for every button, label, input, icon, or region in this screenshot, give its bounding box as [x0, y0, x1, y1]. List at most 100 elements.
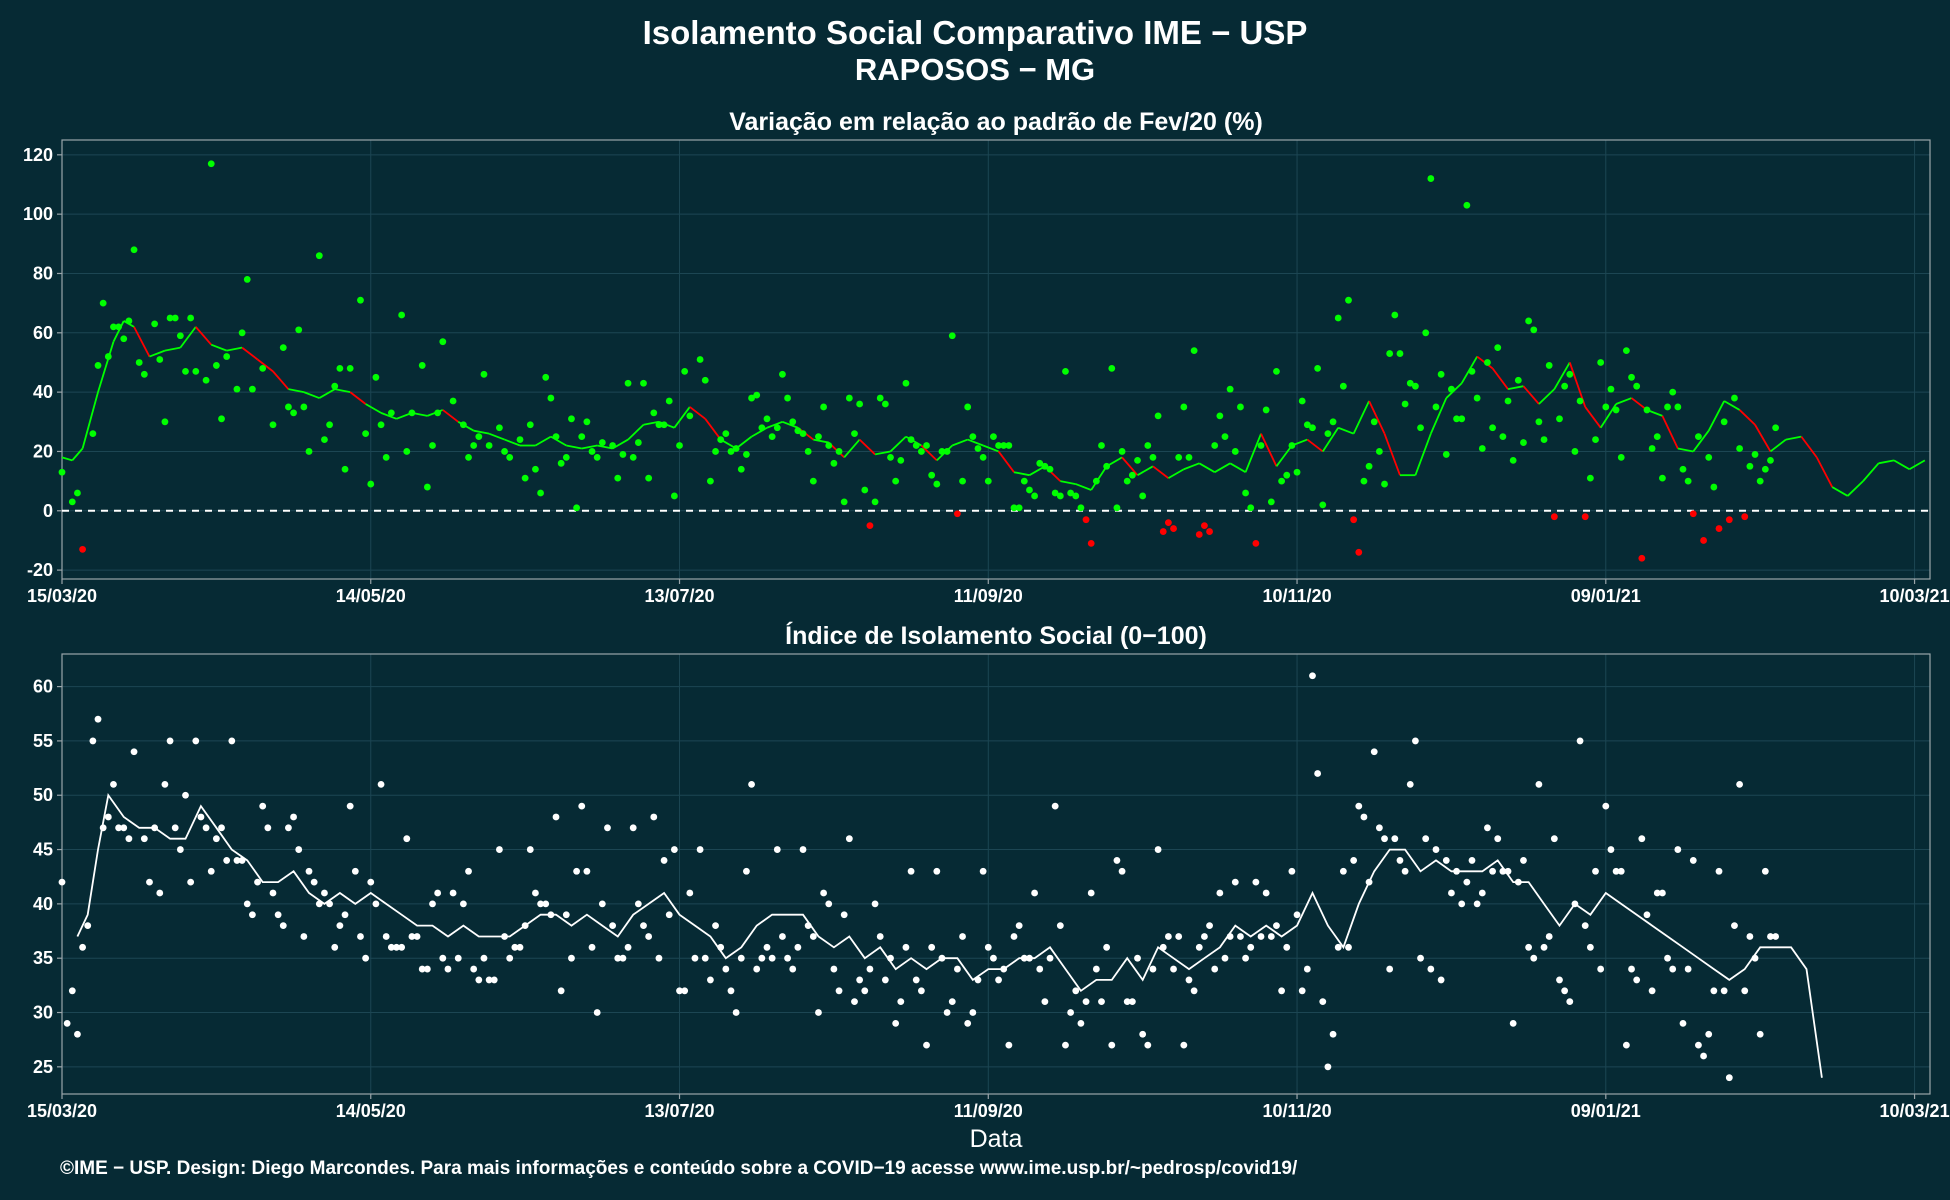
chart-0-trend-segment — [318, 388, 336, 399]
chart-0-ytick-label: 100 — [23, 204, 53, 224]
chart-0-point — [634, 439, 642, 446]
chart-0-point — [562, 453, 570, 461]
chart-0-point — [984, 477, 992, 485]
chart-1-point — [964, 1019, 972, 1027]
chart-0-trend-segment — [1152, 465, 1169, 479]
chart-1-point — [634, 900, 642, 908]
chart-0-point — [475, 433, 483, 441]
chart-1-point — [1314, 770, 1322, 777]
chart-0-point — [763, 415, 771, 423]
chart-1-point — [712, 922, 719, 930]
chart-1-point — [1427, 965, 1435, 973]
chart-0-trend-segment — [782, 420, 799, 429]
chart-0-point — [1257, 442, 1265, 449]
chart-1-point — [1417, 954, 1424, 962]
chart-0-point — [125, 317, 133, 325]
chart-1-point — [104, 813, 112, 821]
chart-0-point — [1448, 385, 1455, 393]
chart-1-point — [1592, 867, 1599, 875]
chart-0-point — [840, 498, 848, 506]
chart-1-point — [387, 943, 395, 951]
chart-0-point — [387, 409, 395, 417]
chart-0-trend-segment — [1121, 456, 1139, 476]
chart-1-ytick-label: 40 — [33, 894, 53, 914]
chart-1-point — [1067, 1009, 1075, 1016]
chart-0-point — [593, 453, 601, 461]
chart-1-point — [295, 846, 303, 853]
chart-0-point — [871, 498, 879, 506]
chart-0-point — [377, 421, 385, 429]
chart-0-point — [74, 489, 81, 497]
chart-1-point — [1015, 922, 1023, 930]
chart-1-point — [537, 900, 544, 908]
chart-0-point — [1298, 397, 1306, 405]
chart-0-trend-segment — [1322, 427, 1339, 452]
chart-1-point — [1370, 748, 1378, 756]
chart-0-point — [439, 338, 447, 346]
chart-0-point — [990, 433, 997, 441]
chart-1-point — [99, 824, 107, 832]
chart-0-point — [1051, 489, 1059, 497]
chart-0-xtick-label: 10/11/20 — [1263, 586, 1332, 606]
chart-0-trend-segment — [920, 444, 938, 462]
chart-0-point — [1679, 465, 1687, 473]
chart-0-point — [717, 436, 725, 443]
chart-0-ytick-label: 40 — [33, 382, 53, 402]
chart-1-point — [1617, 867, 1625, 875]
chart-0-point — [753, 391, 761, 399]
chart-1-point — [1391, 835, 1399, 843]
chart-1-xtick-label: 13/07/20 — [644, 1101, 714, 1121]
chart-1-point — [768, 954, 776, 962]
chart-0-point — [1633, 382, 1641, 390]
chart-1-point — [1720, 987, 1728, 995]
chart-0-point — [1422, 329, 1430, 337]
chart-1-point — [1478, 889, 1486, 897]
chart-0-point — [979, 453, 987, 461]
chart-1-point — [619, 954, 627, 962]
chart-0-trend-segment — [1198, 462, 1216, 473]
chart-0-point — [1669, 388, 1677, 396]
chart-0-point — [408, 409, 416, 417]
chart-0-point — [1602, 403, 1610, 411]
chart-0-point — [1128, 471, 1136, 479]
chart-0-point — [1134, 456, 1141, 464]
chart-1-point — [58, 878, 66, 886]
chart-0-trend-segment — [889, 435, 907, 453]
chart-1-point — [1319, 998, 1327, 1006]
chart-1-point — [1751, 954, 1759, 962]
chart-1-point — [305, 867, 313, 875]
chart-0-point — [501, 448, 508, 455]
chart-1-point — [737, 954, 745, 962]
chart-1-point — [1334, 943, 1342, 951]
chart-0-point — [557, 459, 565, 467]
chart-0-point — [1674, 403, 1682, 411]
chart-0-point — [398, 311, 406, 319]
chart-0-point — [866, 522, 874, 530]
chart-0-point — [1067, 489, 1075, 497]
chart-0-trend-segment — [1584, 406, 1602, 429]
chart-1-point — [1381, 835, 1388, 843]
chart-0-point — [161, 418, 169, 426]
chart-1-point — [789, 965, 797, 973]
chart-1-point — [938, 954, 946, 962]
chart-0-ytick-label: 0 — [43, 501, 53, 521]
chart-1-point — [1484, 824, 1491, 832]
chart-1-point — [331, 943, 339, 951]
chart-0-point — [1185, 453, 1193, 461]
chart-1-point — [1098, 998, 1105, 1006]
chart-1-point — [408, 933, 416, 940]
chart-0-point — [1252, 540, 1260, 547]
chart-0-ytick-label: -20 — [27, 560, 53, 580]
chart-1-point — [1664, 954, 1671, 962]
chart-0-point — [1571, 448, 1579, 455]
chart-1-point — [1700, 1052, 1707, 1060]
chart-0-point — [259, 364, 267, 372]
chart-1-point — [670, 846, 678, 853]
chart-1-point — [928, 943, 936, 951]
chart-1-point — [995, 976, 1002, 984]
chart-1-point — [1355, 802, 1363, 810]
chart-0-point — [598, 439, 606, 446]
chart-0-trend-segment — [504, 438, 521, 447]
chart-1-point — [650, 813, 658, 821]
chart-0-point — [1592, 436, 1599, 443]
